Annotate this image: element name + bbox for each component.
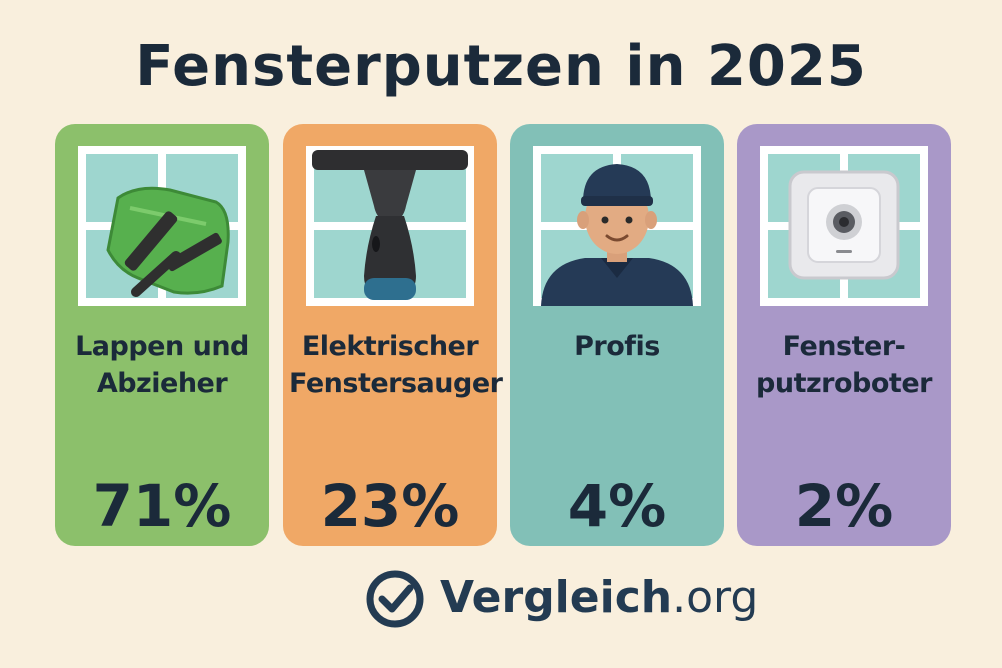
card-percentage: 4% (567, 472, 667, 540)
card-percentage: 71% (92, 472, 232, 540)
window-vacuum-icon (306, 146, 474, 306)
card-label-line: Abzieher (96, 368, 228, 399)
card-lappen-abzieher: Lappen und Abzieher 71% (55, 124, 269, 546)
professional-cleaner-icon (533, 146, 701, 306)
page-title: Fensterputzen in 2025 (135, 34, 867, 99)
card-label: Elektrischer Fenstersauger (289, 328, 503, 402)
card-label-line: Fenster- (782, 331, 906, 362)
card-label-line: Elektrischer (301, 331, 479, 362)
check-circle-icon (366, 570, 424, 628)
window-robot-icon (760, 146, 928, 306)
brand-tld: .org (672, 572, 759, 623)
card-percentage: 23% (320, 472, 460, 540)
card-fensterputzroboter: Fenster- putzroboter 2% (737, 124, 951, 546)
card-label-line: putzroboter (756, 368, 932, 399)
card-label: Fenster- putzroboter (743, 328, 945, 402)
brand-name: Vergleich.org (440, 572, 758, 623)
card-percentage: 2% (794, 472, 894, 540)
card-label-line: Profis (574, 331, 660, 362)
card-label-line: Lappen und (75, 331, 249, 362)
card-label: Profis (516, 328, 718, 365)
card-fenstersauger: Elektrischer Fenstersauger 23% (283, 124, 503, 546)
card-label-line: Fenstersauger (289, 368, 503, 399)
brand-name-main: Vergleich (440, 572, 673, 623)
card-label: Lappen und Abzieher (61, 328, 263, 402)
squeegee-cloth-icon (78, 146, 246, 306)
card-profis: Profis 4% (510, 124, 724, 546)
brand-logo: Vergleich.org (364, 564, 758, 636)
